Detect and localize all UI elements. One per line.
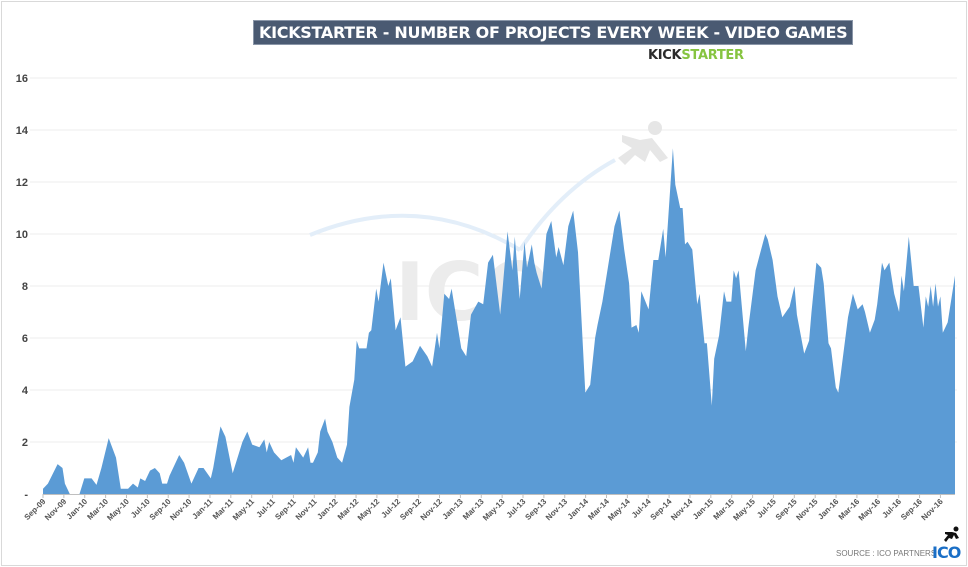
- chart-title: KICKSTARTER - NUMBER OF PROJECTS EVERY W…: [253, 20, 854, 45]
- area-series: [43, 148, 955, 494]
- ico-logo: ICO: [932, 543, 961, 562]
- x-tick-label: Jan-10: [65, 497, 90, 522]
- x-tick-label: Nov-14: [669, 497, 695, 523]
- x-tick-label: May-10: [105, 497, 131, 523]
- y-tick-label: 6: [22, 333, 28, 345]
- y-tick-label: 2: [22, 437, 28, 449]
- x-tick-label: Sep-11: [273, 497, 298, 522]
- x-tick-label: May-11: [231, 497, 257, 523]
- x-tick-label: Nov-15: [794, 497, 820, 523]
- x-tick-label: May-15: [731, 497, 757, 523]
- source-note: SOURCE : ICO PARTNERS: [836, 549, 937, 558]
- logo-part1: KICK: [648, 48, 682, 63]
- x-tick-label: May-16: [857, 497, 883, 523]
- y-tick-label: 16: [16, 73, 28, 85]
- x-tick-label: May-12: [356, 497, 382, 523]
- y-tick-label: 8: [22, 281, 28, 293]
- x-tick-label: May-14: [606, 497, 632, 523]
- runner-watermark-icon: [618, 121, 668, 165]
- x-tick-label: Nov-12: [419, 497, 445, 523]
- x-tick-label: Nov-09: [43, 497, 69, 523]
- y-tick-label: -: [24, 489, 28, 501]
- x-tick-label: Nov-16: [920, 497, 946, 523]
- logo-part2: STARTER: [681, 48, 744, 63]
- y-tick-label: 12: [16, 177, 28, 189]
- y-tick-label: 14: [16, 125, 29, 137]
- y-tick-label: 4: [22, 385, 29, 397]
- x-tick-label: Jan-15: [691, 497, 716, 522]
- runner-icon: [944, 526, 959, 542]
- x-tick-label: Jan-12: [315, 497, 340, 522]
- kickstarter-logo: KICKSTARTER: [648, 48, 744, 63]
- y-tick-label: 10: [16, 229, 28, 241]
- x-tick-label: Nov-13: [544, 497, 570, 523]
- x-tick-label: May-13: [481, 497, 507, 523]
- x-tick-label: Jan-16: [816, 497, 841, 522]
- x-tick-label: Jan-11: [190, 497, 214, 521]
- x-tick-label: Jan-14: [566, 497, 591, 522]
- x-tick-label: Jan-13: [441, 497, 466, 522]
- x-tick-label: Nov-10: [168, 497, 194, 523]
- x-tick-label: Nov-11: [294, 497, 319, 522]
